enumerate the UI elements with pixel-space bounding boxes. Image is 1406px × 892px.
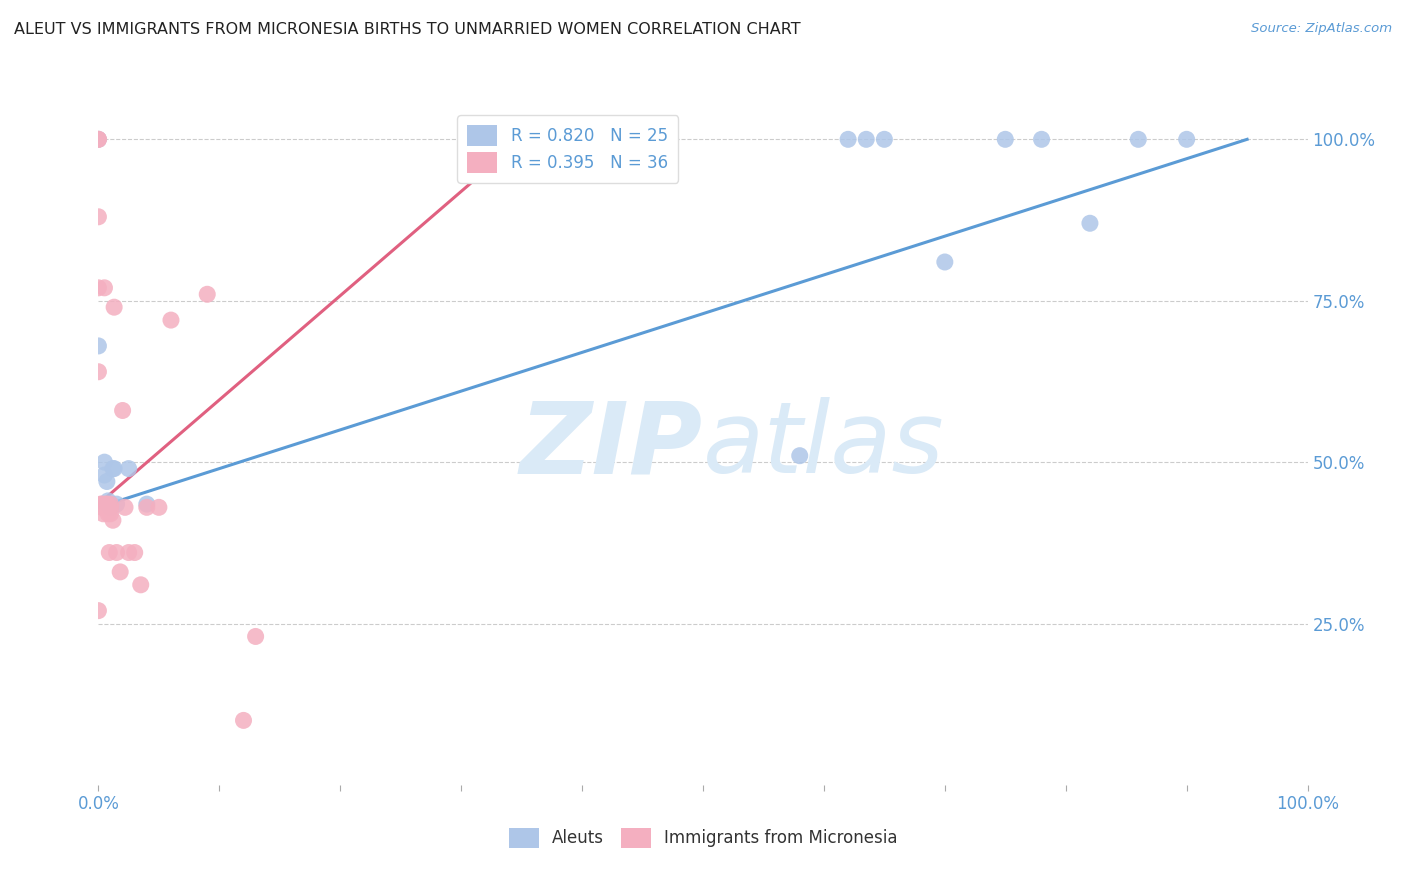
- Point: [100, 500, 122, 515]
- Point: [101, 461, 124, 475]
- Point: [87, 210, 110, 224]
- Point: [1128, 132, 1150, 146]
- Point: [91, 497, 114, 511]
- Point: [118, 545, 141, 559]
- Text: ALEUT VS IMMIGRANTS FROM MICRONESIA BIRTHS TO UNMARRIED WOMEN CORRELATION CHART: ALEUT VS IMMIGRANTS FROM MICRONESIA BIRT…: [14, 22, 800, 37]
- Point: [93, 455, 115, 469]
- Point: [934, 255, 956, 269]
- Point: [87, 132, 110, 146]
- Point: [90, 497, 112, 511]
- Legend: Aleuts, Immigrants from Micronesia: Aleuts, Immigrants from Micronesia: [502, 821, 904, 855]
- Point: [94, 497, 117, 511]
- Point: [135, 500, 157, 515]
- Point: [114, 500, 136, 515]
- Point: [98, 545, 121, 559]
- Point: [87, 132, 110, 146]
- Point: [789, 449, 811, 463]
- Point: [510, 132, 533, 146]
- Point: [103, 461, 125, 475]
- Point: [97, 497, 120, 511]
- Point: [873, 132, 896, 146]
- Point: [103, 300, 125, 314]
- Point: [855, 132, 877, 146]
- Point: [108, 565, 131, 579]
- Point: [87, 365, 110, 379]
- Point: [148, 500, 170, 515]
- Point: [129, 578, 152, 592]
- Point: [160, 313, 183, 327]
- Point: [124, 545, 146, 559]
- Point: [994, 132, 1017, 146]
- Point: [100, 507, 122, 521]
- Point: [97, 507, 120, 521]
- Point: [96, 475, 118, 489]
- Point: [91, 507, 114, 521]
- Point: [87, 132, 110, 146]
- Text: Source: ZipAtlas.com: Source: ZipAtlas.com: [1251, 22, 1392, 36]
- Point: [547, 132, 569, 146]
- Point: [97, 494, 120, 508]
- Point: [837, 132, 859, 146]
- Point: [1078, 216, 1101, 230]
- Point: [510, 132, 533, 146]
- Text: atlas: atlas: [703, 398, 945, 494]
- Point: [87, 281, 110, 295]
- Point: [87, 339, 110, 353]
- Point: [111, 403, 134, 417]
- Point: [100, 500, 122, 515]
- Point: [245, 630, 267, 644]
- Point: [96, 497, 118, 511]
- Point: [87, 604, 110, 618]
- Point: [232, 714, 254, 728]
- Point: [93, 281, 115, 295]
- Point: [195, 287, 218, 301]
- Point: [97, 500, 120, 515]
- Point: [118, 461, 141, 475]
- Point: [100, 497, 122, 511]
- Point: [1031, 132, 1053, 146]
- Point: [105, 545, 128, 559]
- Text: ZIP: ZIP: [520, 398, 703, 494]
- Point: [101, 513, 124, 527]
- Point: [135, 497, 157, 511]
- Point: [100, 497, 122, 511]
- Point: [105, 497, 128, 511]
- Point: [93, 468, 115, 483]
- Y-axis label: Births to Unmarried Women: Births to Unmarried Women: [0, 339, 7, 553]
- Point: [91, 500, 114, 515]
- Point: [1175, 132, 1198, 146]
